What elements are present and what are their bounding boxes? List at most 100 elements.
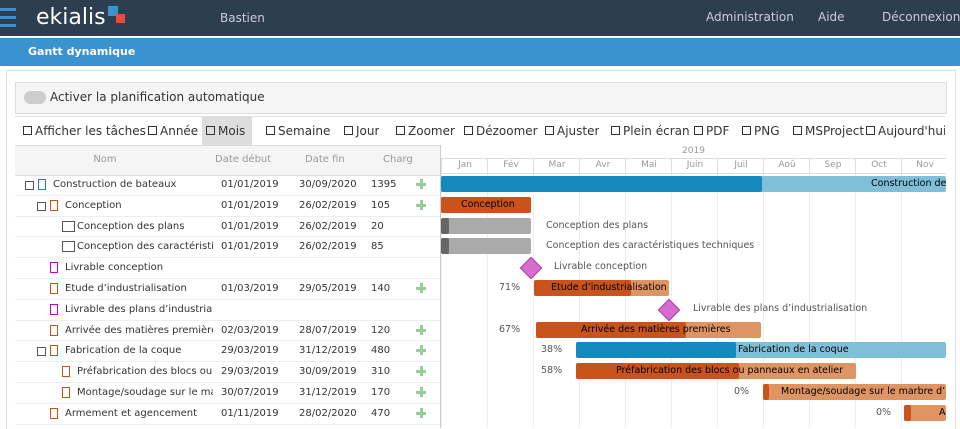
panel-title: Gantt dynamique xyxy=(28,45,136,58)
add-button[interactable] xyxy=(416,407,426,418)
toolbar-icon xyxy=(266,126,275,135)
end-date: 28/02/2020 xyxy=(299,407,357,419)
end-date: 26/02/2019 xyxy=(299,220,357,232)
start-date: 29/03/2019 xyxy=(221,366,279,378)
toolbar-button[interactable]: Zoomer xyxy=(408,124,455,138)
year-label: 2019 xyxy=(441,145,946,159)
column-header: Date fin xyxy=(305,154,345,165)
month-line xyxy=(901,174,902,428)
month-label: Nov xyxy=(901,158,946,174)
add-button[interactable] xyxy=(416,283,426,293)
panel-body xyxy=(6,70,956,429)
bar-progress xyxy=(441,238,449,255)
toolbar-icon xyxy=(344,126,353,135)
charge: 120 xyxy=(371,324,391,336)
start-date: 01/03/2019 xyxy=(221,283,279,294)
logo xyxy=(116,14,125,23)
toolbar-button[interactable]: Afficher les tâches xyxy=(35,124,146,138)
bar-progress xyxy=(536,321,686,338)
add-button[interactable] xyxy=(416,387,426,397)
progress-label: 67% xyxy=(499,323,521,335)
task-name: Etude d’industrialisation xyxy=(65,283,187,294)
charge: 85 xyxy=(371,241,384,253)
toolbar-icon xyxy=(148,126,157,135)
bar-remaining xyxy=(904,404,946,421)
task-icon xyxy=(50,303,58,315)
row-line xyxy=(15,278,440,279)
bar-progress xyxy=(441,217,449,234)
toolbar-button[interactable]: Ajuster xyxy=(557,124,600,138)
task-name: Conception des caractéristiques xyxy=(77,241,213,253)
row-line xyxy=(15,402,440,404)
end-date: 26/02/2019 xyxy=(299,241,357,253)
collapse-icon[interactable] xyxy=(25,181,34,190)
bar-label: A xyxy=(939,406,946,418)
start-date: 01/11/2019 xyxy=(221,407,279,419)
start-date: 02/03/2019 xyxy=(221,324,279,336)
month-label: Oct xyxy=(855,158,902,174)
toolbar-button[interactable]: MSProject xyxy=(805,124,865,138)
add-button[interactable] xyxy=(416,199,426,210)
row-line xyxy=(15,361,440,363)
start-date: 30/07/2019 xyxy=(221,387,279,398)
task-icon xyxy=(50,283,58,294)
progress-label: 58% xyxy=(541,365,563,377)
toolbar-button[interactable]: Année xyxy=(160,124,199,138)
toolbar-button[interactable]: Aujourd'hui xyxy=(878,124,945,138)
month-label: Jan xyxy=(441,158,488,174)
logout-link[interactable]: Déconnexion xyxy=(882,10,960,24)
start-date: 29/03/2019 xyxy=(221,345,279,357)
navbar: ekialis Bastien Administration Aide Déco… xyxy=(0,0,960,36)
toolbar-icon xyxy=(23,126,32,135)
bar-label: Conception xyxy=(461,198,515,210)
bar-remaining xyxy=(441,217,531,234)
month-label: Mar xyxy=(533,158,580,174)
add-button[interactable] xyxy=(416,366,426,377)
bar-remaining xyxy=(763,384,946,400)
brand[interactable]: ekialis xyxy=(36,5,106,30)
help-link[interactable]: Aide xyxy=(818,10,845,24)
toolbar-button[interactable]: Dézoomer xyxy=(476,124,538,138)
toolbar-icon xyxy=(545,126,554,135)
task-icon xyxy=(50,345,58,357)
panel-header: Gantt dynamique xyxy=(0,38,960,66)
collapse-icon[interactable] xyxy=(37,201,46,211)
collapse-icon[interactable] xyxy=(37,347,46,357)
month-line xyxy=(441,174,442,428)
row-line xyxy=(15,215,440,217)
toolbar-button[interactable]: Jour xyxy=(356,124,380,138)
task-name: Montage/soudage sur le marbre xyxy=(77,387,213,398)
task-icon xyxy=(38,179,46,190)
task-icon xyxy=(62,366,70,378)
task-icon xyxy=(62,387,70,398)
end-date: 28/07/2019 xyxy=(299,324,357,336)
month-label: Sep xyxy=(809,158,856,174)
progress-label: 0% xyxy=(876,406,892,418)
toolbar-icon xyxy=(866,126,875,135)
menu-icon[interactable] xyxy=(0,8,16,28)
toggle[interactable] xyxy=(24,91,46,104)
charge: 480 xyxy=(371,345,391,357)
milestone xyxy=(657,298,681,322)
toolbar-button[interactable]: Mois xyxy=(218,124,246,138)
end-date: 31/12/2019 xyxy=(299,345,357,357)
bar-progress xyxy=(576,363,739,380)
milestone xyxy=(519,256,543,280)
toolbar-icon xyxy=(206,126,215,135)
bar-label: Montage/soudage sur le marbre d’asse xyxy=(781,386,946,397)
add-button[interactable] xyxy=(416,345,426,356)
active-bg xyxy=(202,117,252,145)
add-button[interactable] xyxy=(416,179,426,189)
user-menu[interactable]: Bastien xyxy=(220,11,265,25)
bar-progress xyxy=(441,196,531,213)
add-button[interactable] xyxy=(416,324,426,335)
toolbar-button[interactable]: PNG xyxy=(754,124,780,138)
bar-label: Arrivée des matières premières xyxy=(581,323,731,335)
bar-progress xyxy=(763,384,769,400)
end-date: 29/05/2019 xyxy=(299,283,357,294)
toolbar-icon xyxy=(396,126,405,135)
toolbar-button[interactable]: Semaine xyxy=(278,124,331,138)
admin-link[interactable]: Administration xyxy=(706,10,794,24)
toolbar-button[interactable]: Plein écran xyxy=(623,124,690,138)
toolbar-button[interactable]: PDF xyxy=(706,124,730,138)
